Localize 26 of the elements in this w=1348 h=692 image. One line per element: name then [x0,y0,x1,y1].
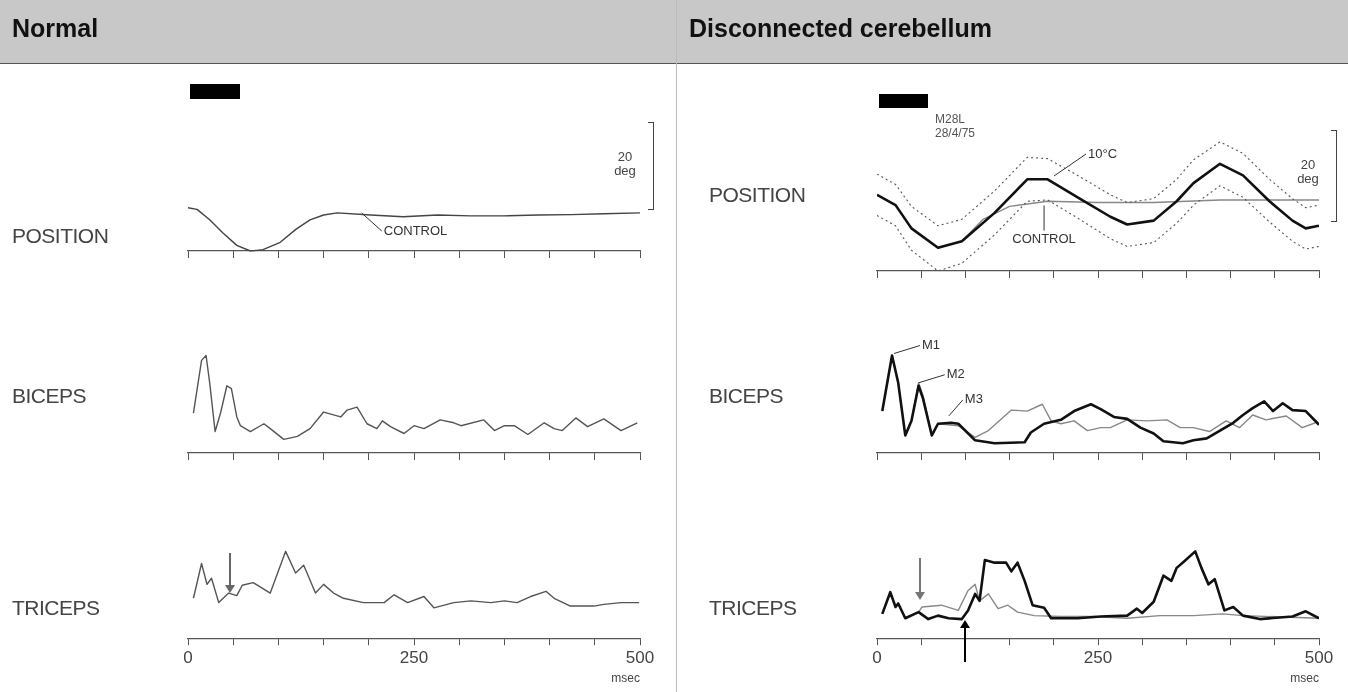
annotation: M3 [964,391,983,407]
x-tick-label: 250 [1083,648,1113,668]
y-axis-title: POSITION [12,224,109,248]
x-tick-label: 500 [625,648,655,668]
x-axis-title: msec [1290,671,1319,686]
text: 20 deg [613,149,637,178]
y-axis-title: TRICEPS [709,596,797,620]
text: 28/4/75 [935,126,976,140]
chart-title: Normal [12,14,99,43]
x-tick-label: 500 [1304,648,1334,668]
text: M28L [935,112,966,126]
annotation: CONTROL [383,222,448,238]
x-tick-label: 0 [183,648,193,668]
annotation: M2 [946,366,965,382]
chart-title: Disconnected cerebellum [689,14,992,43]
annotation: CONTROL [1012,230,1076,246]
x-tick-label: 0 [872,648,882,668]
y-axis-title: TRICEPS [12,596,100,620]
y-axis-title: BICEPS [709,384,784,408]
y-axis-title: BICEPS [12,384,87,408]
annotation: 20 deg [1296,157,1320,186]
annotation: M1 [922,337,941,353]
annotation: 10°C [1088,145,1118,161]
x-axis-title: msec [611,671,640,686]
x-tick-label: 250 [399,648,429,668]
y-axis-title: POSITION [709,183,806,207]
